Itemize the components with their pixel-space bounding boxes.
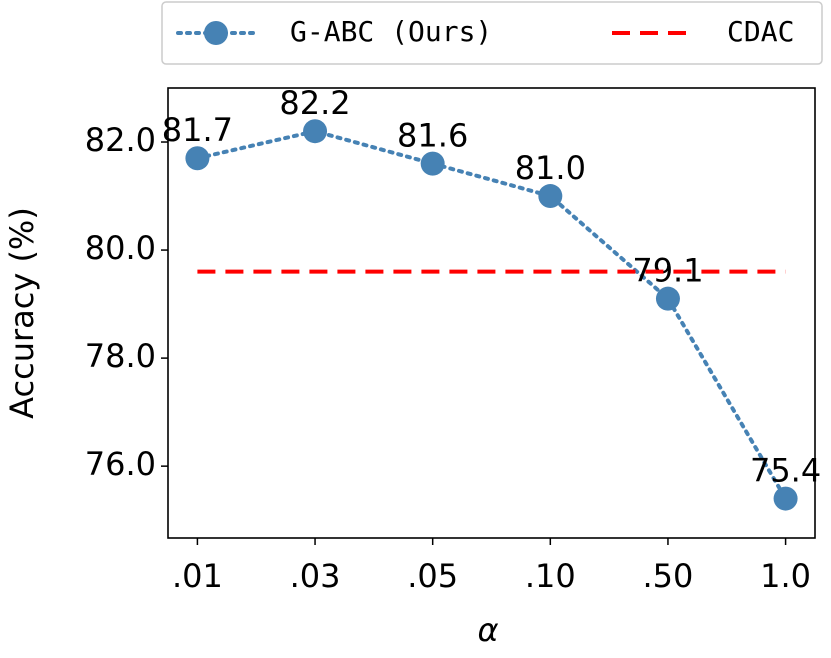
- y-tick-label: 78.0: [85, 337, 156, 375]
- legend-marker: [204, 21, 228, 45]
- x-tick-label: .50: [643, 557, 694, 595]
- x-tick-label: .10: [525, 557, 576, 595]
- y-tick-label: 76.0: [85, 445, 156, 483]
- x-tick-label: .05: [407, 557, 458, 595]
- data-point: [773, 486, 798, 511]
- x-tick-label: .03: [290, 557, 341, 595]
- legend-box: [161, 1, 823, 65]
- x-axis-label: α: [477, 611, 498, 649]
- y-axis-label: Accuracy (%): [3, 207, 41, 419]
- data-point: [303, 119, 328, 144]
- x-tick-label: .01: [172, 557, 223, 595]
- data-label: 75.4: [750, 452, 821, 490]
- data-point: [185, 146, 210, 171]
- series-line: [195, 129, 788, 501]
- legend-label: CDAC: [727, 15, 794, 48]
- data-label: 81.0: [515, 149, 586, 187]
- data-point: [655, 286, 680, 311]
- data-label: 81.7: [162, 111, 233, 149]
- data-point: [420, 151, 445, 176]
- data-point: [538, 184, 563, 209]
- legend-label: G-ABC (Ours): [290, 15, 492, 48]
- y-tick-label: 82.0: [85, 121, 156, 159]
- data-label: 81.6: [397, 117, 468, 155]
- plot-frame: [167, 87, 816, 539]
- x-tick-label: 1.0: [760, 557, 811, 595]
- y-tick-label: 80.0: [85, 229, 156, 267]
- data-label: 79.1: [632, 252, 703, 290]
- data-label: 82.2: [279, 84, 350, 122]
